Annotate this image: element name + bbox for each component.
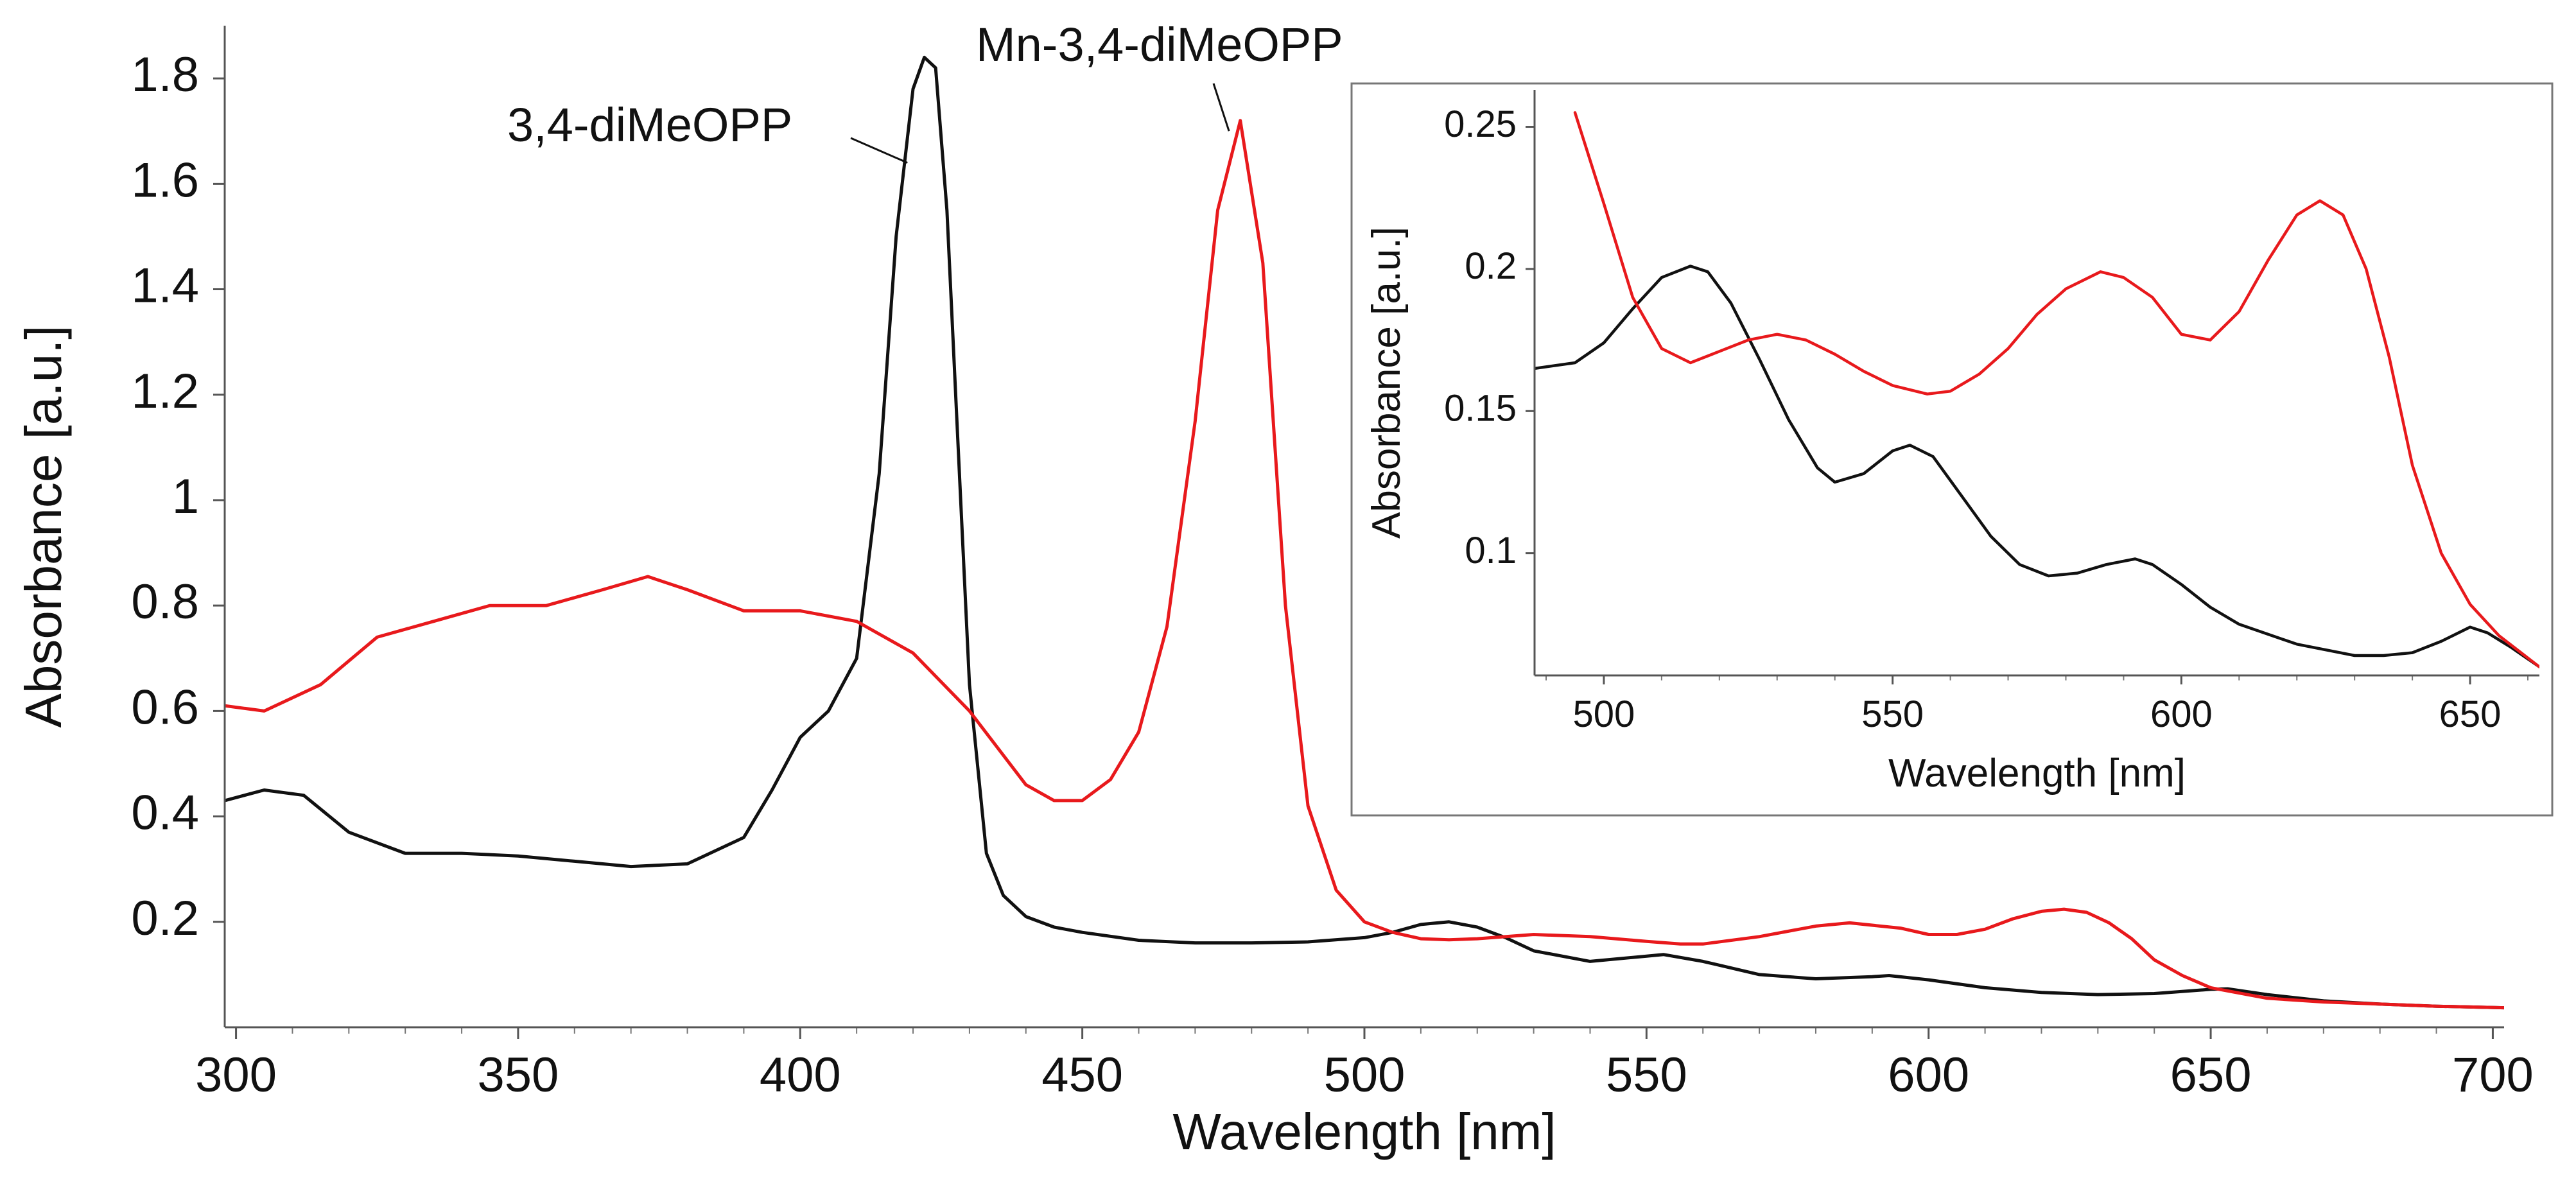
main-x-tick-label: 700 [2452, 1048, 2534, 1102]
main-y-tick-label: 0.8 [131, 575, 199, 629]
main-series [225, 55, 2504, 1010]
inset-x-axis-title: Wavelength [nm] [1888, 751, 2186, 795]
inset-x-tick-label: 650 [2439, 693, 2502, 735]
main-y-tick-label: 1.6 [131, 153, 199, 207]
main-x-tick-label: 450 [1041, 1048, 1123, 1102]
main-y-tick-label: 0.6 [131, 680, 199, 734]
main-x-tick-label: 300 [195, 1048, 277, 1102]
inset-plot: 500 550 600 650 0.1 0.15 0.2 0.25 Wavelength [… [1350, 82, 2554, 817]
inset-y-tick-label: 0.25 [1444, 103, 1517, 145]
main-y-ticks: 0.2 0.4 0.6 0.8 1 1.2 1.4 1.6 1.8 [131, 48, 225, 946]
main-plot: 300 350 400 450 500 550 600 650 700 0.2 0.4 0.6 0.8… [15, 18, 2534, 1160]
annotation-label-free-base: 3,4-diMeOPP [507, 98, 792, 152]
inset-series-line-free-base [1535, 265, 2539, 668]
inset-x-tick-label: 550 [1861, 693, 1924, 735]
main-x-tick-label: 500 [1324, 1048, 1405, 1102]
inset-y-tick-label: 0.1 [1465, 530, 1517, 571]
annotation-leader-line [850, 137, 908, 164]
inset-y-tick-label: 0.15 [1444, 388, 1517, 430]
main-annotations: 3,4-diMeOPP Mn-3,4-diMeOPP [507, 18, 1343, 164]
annotation-label-mn-complex: Mn-3,4-diMeOPP [976, 18, 1343, 71]
main-y-tick-label: 1.4 [131, 259, 199, 313]
main-y-tick-label: 0.2 [131, 891, 199, 946]
main-x-tick-label: 400 [760, 1048, 841, 1102]
main-y-tick-label: 0.4 [131, 786, 199, 840]
inset-y-ticks: 0.1 0.15 0.2 0.25 [1444, 103, 1535, 571]
main-series-line-mn-complex [225, 119, 2504, 1010]
main-x-ticks: 300 350 400 450 500 550 600 650 700 [195, 1027, 2534, 1102]
inset-x-ticks: 500 550 600 650 [1545, 675, 2529, 735]
main-x-tick-label: 650 [2170, 1048, 2252, 1102]
inset-y-tick-label: 0.2 [1465, 245, 1517, 287]
main-x-tick-label: 600 [1888, 1048, 1969, 1102]
inset-x-tick-label: 500 [1573, 693, 1635, 735]
main-x-axis-title: Wavelength [nm] [1172, 1103, 1556, 1160]
annotation-leader-line [1212, 83, 1230, 132]
main-y-axis-title: Absorbance [a.u.] [15, 325, 72, 727]
inset-series-line-mn-complex [1573, 111, 2539, 668]
main-y-tick-label: 1.2 [131, 364, 199, 419]
main-y-tick-label: 1 [172, 469, 199, 524]
inset-x-tick-label: 600 [2150, 693, 2213, 735]
main-x-tick-label: 350 [478, 1048, 559, 1102]
inset-series [1535, 111, 2539, 668]
inset-frame [1350, 82, 2554, 817]
inset-y-axis-title: Absorbance [a.u.] [1364, 227, 1409, 539]
main-x-tick-label: 550 [1606, 1048, 1687, 1102]
main-series-line-free-base [225, 55, 2504, 1010]
main-y-tick-label: 1.8 [131, 48, 199, 102]
